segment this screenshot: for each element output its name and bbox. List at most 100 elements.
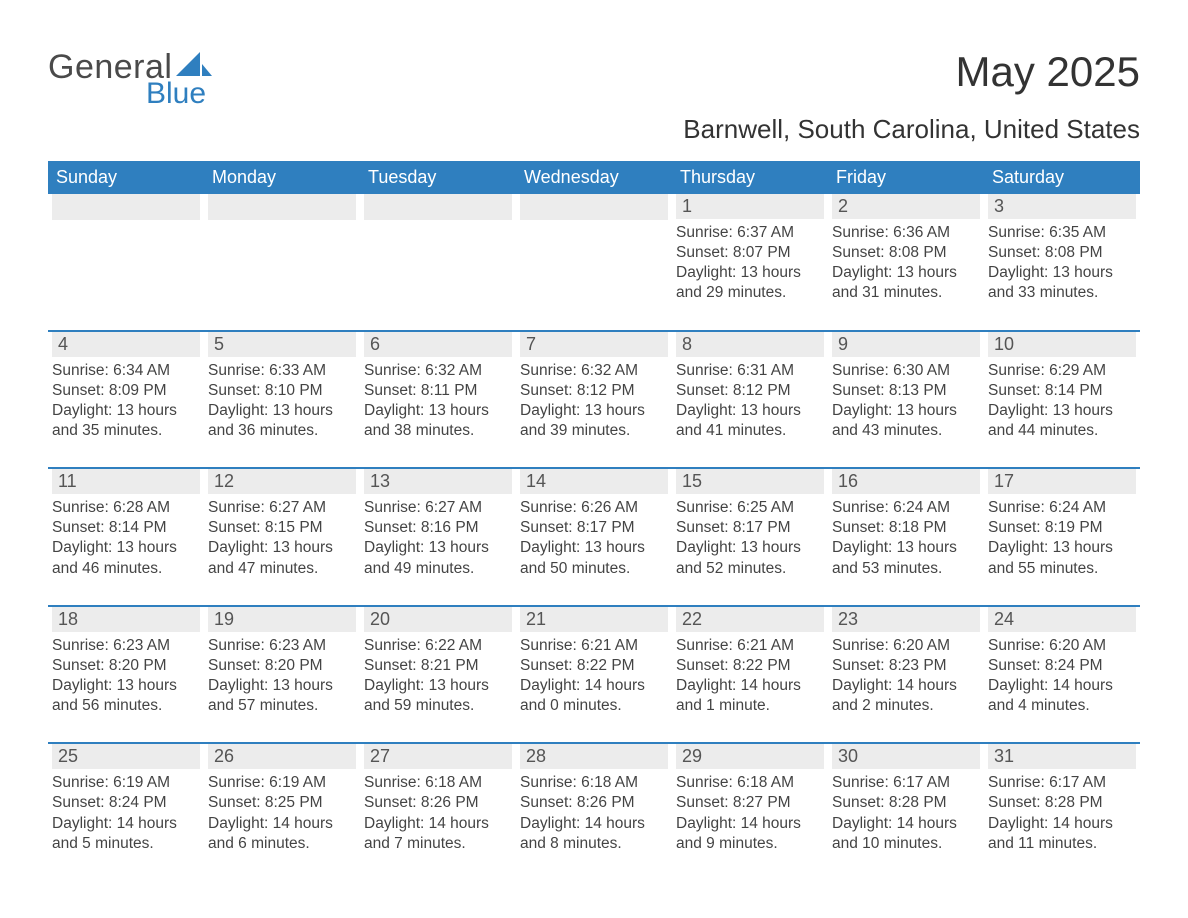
daylight-line2: and 41 minutes. — [676, 421, 824, 441]
day-cell: 26Sunrise: 6:19 AMSunset: 8:25 PMDayligh… — [204, 744, 360, 868]
day-number: 16 — [832, 469, 980, 494]
day-cell: 28Sunrise: 6:18 AMSunset: 8:26 PMDayligh… — [516, 744, 672, 868]
sunset-text: Sunset: 8:21 PM — [364, 656, 512, 676]
daylight-line2: and 9 minutes. — [676, 834, 824, 854]
sunset-text: Sunset: 8:28 PM — [988, 793, 1136, 813]
day-number: 27 — [364, 744, 512, 769]
daylight-line2: and 52 minutes. — [676, 559, 824, 579]
day-cell: 25Sunrise: 6:19 AMSunset: 8:24 PMDayligh… — [48, 744, 204, 868]
daylight-line2: and 10 minutes. — [832, 834, 980, 854]
sunset-text: Sunset: 8:16 PM — [364, 518, 512, 538]
sunset-text: Sunset: 8:17 PM — [676, 518, 824, 538]
calendar-week: 4Sunrise: 6:34 AMSunset: 8:09 PMDaylight… — [48, 330, 1140, 456]
day-number: 14 — [520, 469, 668, 494]
daylight-line1: Daylight: 13 hours — [988, 401, 1136, 421]
day-number — [52, 194, 200, 220]
calendar-week: 1 Sunrise: 6:37 AMSunset: 8:07 PMDaylight… — [48, 194, 1140, 318]
day-number: 13 — [364, 469, 512, 494]
sunset-text: Sunset: 8:09 PM — [52, 381, 200, 401]
daylight-line2: and 50 minutes. — [520, 559, 668, 579]
sunset-text: Sunset: 8:28 PM — [832, 793, 980, 813]
month-title: May 2025 — [683, 48, 1140, 96]
day-info: Sunrise: 6:18 AMSunset: 8:26 PMDaylight:… — [364, 773, 512, 854]
day-cell: 7Sunrise: 6:32 AMSunset: 8:12 PMDaylight… — [516, 332, 672, 456]
day-cell: 24Sunrise: 6:20 AMSunset: 8:24 PMDayligh… — [984, 607, 1140, 731]
sunset-text: Sunset: 8:08 PM — [832, 243, 980, 263]
daylight-line1: Daylight: 13 hours — [676, 401, 824, 421]
daylight-line2: and 33 minutes. — [988, 283, 1136, 303]
day-number: 1 — [676, 194, 824, 219]
sunset-text: Sunset: 8:20 PM — [208, 656, 356, 676]
daylight-line2: and 29 minutes. — [676, 283, 824, 303]
sunrise-text: Sunrise: 6:18 AM — [676, 773, 824, 793]
sunrise-text: Sunrise: 6:18 AM — [520, 773, 668, 793]
dow-tuesday: Tuesday — [360, 161, 516, 194]
day-cell: 8Sunrise: 6:31 AMSunset: 8:12 PMDaylight… — [672, 332, 828, 456]
day-cell: 29Sunrise: 6:18 AMSunset: 8:27 PMDayligh… — [672, 744, 828, 868]
day-number: 12 — [208, 469, 356, 494]
sunrise-text: Sunrise: 6:23 AM — [52, 636, 200, 656]
sunset-text: Sunset: 8:19 PM — [988, 518, 1136, 538]
day-info: Sunrise: 6:17 AMSunset: 8:28 PMDaylight:… — [988, 773, 1136, 854]
day-info: Sunrise: 6:20 AMSunset: 8:24 PMDaylight:… — [988, 636, 1136, 717]
day-info: Sunrise: 6:33 AMSunset: 8:10 PMDaylight:… — [208, 361, 356, 442]
daylight-line1: Daylight: 13 hours — [988, 263, 1136, 283]
day-cell: 20Sunrise: 6:22 AMSunset: 8:21 PMDayligh… — [360, 607, 516, 731]
daylight-line2: and 55 minutes. — [988, 559, 1136, 579]
sunrise-text: Sunrise: 6:28 AM — [52, 498, 200, 518]
day-number: 31 — [988, 744, 1136, 769]
dow-row: Sunday Monday Tuesday Wednesday Thursday… — [48, 161, 1140, 194]
day-info: Sunrise: 6:27 AMSunset: 8:16 PMDaylight:… — [364, 498, 512, 579]
dow-friday: Friday — [828, 161, 984, 194]
sunset-text: Sunset: 8:26 PM — [364, 793, 512, 813]
daylight-line1: Daylight: 13 hours — [52, 538, 200, 558]
daylight-line2: and 8 minutes. — [520, 834, 668, 854]
day-info: Sunrise: 6:27 AMSunset: 8:15 PMDaylight:… — [208, 498, 356, 579]
sunset-text: Sunset: 8:17 PM — [520, 518, 668, 538]
day-number: 17 — [988, 469, 1136, 494]
day-info: Sunrise: 6:18 AMSunset: 8:26 PMDaylight:… — [520, 773, 668, 854]
daylight-line2: and 5 minutes. — [52, 834, 200, 854]
daylight-line1: Daylight: 13 hours — [520, 401, 668, 421]
daylight-line1: Daylight: 13 hours — [208, 401, 356, 421]
day-info: Sunrise: 6:23 AMSunset: 8:20 PMDaylight:… — [208, 636, 356, 717]
sunset-text: Sunset: 8:14 PM — [988, 381, 1136, 401]
daylight-line1: Daylight: 13 hours — [364, 538, 512, 558]
sunset-text: Sunset: 8:14 PM — [52, 518, 200, 538]
sunrise-text: Sunrise: 6:20 AM — [988, 636, 1136, 656]
sunrise-text: Sunrise: 6:35 AM — [988, 223, 1136, 243]
daylight-line2: and 7 minutes. — [364, 834, 512, 854]
sunrise-text: Sunrise: 6:22 AM — [364, 636, 512, 656]
day-info: Sunrise: 6:24 AMSunset: 8:19 PMDaylight:… — [988, 498, 1136, 579]
daylight-line2: and 47 minutes. — [208, 559, 356, 579]
day-cell: 11Sunrise: 6:28 AMSunset: 8:14 PMDayligh… — [48, 469, 204, 593]
calendar-week: 11Sunrise: 6:28 AMSunset: 8:14 PMDayligh… — [48, 467, 1140, 593]
location: Barnwell, South Carolina, United States — [683, 114, 1140, 145]
calendar-week: 18Sunrise: 6:23 AMSunset: 8:20 PMDayligh… — [48, 605, 1140, 731]
daylight-line2: and 4 minutes. — [988, 696, 1136, 716]
day-info: Sunrise: 6:23 AMSunset: 8:20 PMDaylight:… — [52, 636, 200, 717]
daylight-line1: Daylight: 13 hours — [676, 263, 824, 283]
daylight-line1: Daylight: 14 hours — [988, 814, 1136, 834]
day-info: Sunrise: 6:34 AMSunset: 8:09 PMDaylight:… — [52, 361, 200, 442]
day-number: 21 — [520, 607, 668, 632]
day-info: Sunrise: 6:35 AMSunset: 8:08 PMDaylight:… — [988, 223, 1136, 304]
day-cell: 31 Sunrise: 6:17 AMSunset: 8:28 PMDayligh… — [984, 744, 1140, 868]
daylight-line1: Daylight: 13 hours — [520, 538, 668, 558]
sunset-text: Sunset: 8:26 PM — [520, 793, 668, 813]
day-cell: 1 Sunrise: 6:37 AMSunset: 8:07 PMDaylight… — [672, 194, 828, 318]
logo: General Blue — [48, 48, 212, 111]
calendar-week: 25Sunrise: 6:19 AMSunset: 8:24 PMDayligh… — [48, 742, 1140, 868]
day-info: Sunrise: 6:37 AMSunset: 8:07 PMDaylight:… — [676, 223, 824, 304]
daylight-line1: Daylight: 14 hours — [676, 814, 824, 834]
day-cell: 30Sunrise: 6:17 AMSunset: 8:28 PMDayligh… — [828, 744, 984, 868]
daylight-line1: Daylight: 13 hours — [52, 401, 200, 421]
daylight-line1: Daylight: 13 hours — [832, 538, 980, 558]
day-cell: 23Sunrise: 6:20 AMSunset: 8:23 PMDayligh… — [828, 607, 984, 731]
daylight-line2: and 2 minutes. — [832, 696, 980, 716]
day-cell — [516, 194, 672, 318]
sunrise-text: Sunrise: 6:29 AM — [988, 361, 1136, 381]
day-cell: 19Sunrise: 6:23 AMSunset: 8:20 PMDayligh… — [204, 607, 360, 731]
daylight-line1: Daylight: 14 hours — [988, 676, 1136, 696]
daylight-line1: Daylight: 13 hours — [364, 676, 512, 696]
